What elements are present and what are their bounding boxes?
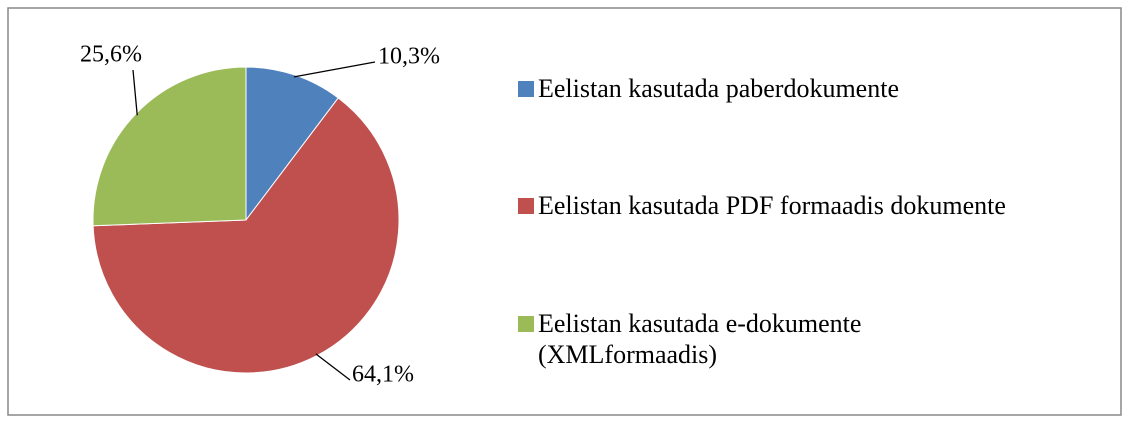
legend-item: Eelistan kasutada PDF formaadis dokument… bbox=[518, 190, 1006, 221]
pie-slice bbox=[92, 97, 400, 374]
pie-slice bbox=[245, 66, 339, 222]
legend-label: Eelistan kasutada paberdokumente bbox=[538, 74, 899, 103]
data-label: 64,1% bbox=[352, 362, 414, 388]
leader-line bbox=[315, 353, 351, 381]
leader-line bbox=[293, 61, 376, 78]
legend-item: Eelistan kasutada paberdokumente bbox=[518, 73, 899, 104]
data-label: 10,3% bbox=[378, 44, 440, 70]
legend-swatch bbox=[518, 198, 534, 214]
legend-label: Eelistan kasutada PDF formaadis dokument… bbox=[538, 191, 1006, 220]
leader-line bbox=[132, 69, 138, 116]
pie-slice bbox=[92, 66, 247, 227]
data-label: 25,6% bbox=[80, 42, 142, 68]
legend-item: Eelistan kasutada e-dokumente (XMLformaa… bbox=[518, 308, 861, 370]
legend-swatch bbox=[518, 81, 534, 97]
legend-swatch bbox=[518, 316, 534, 332]
legend-label: Eelistan kasutada e-dokumente (XMLformaa… bbox=[538, 309, 862, 369]
